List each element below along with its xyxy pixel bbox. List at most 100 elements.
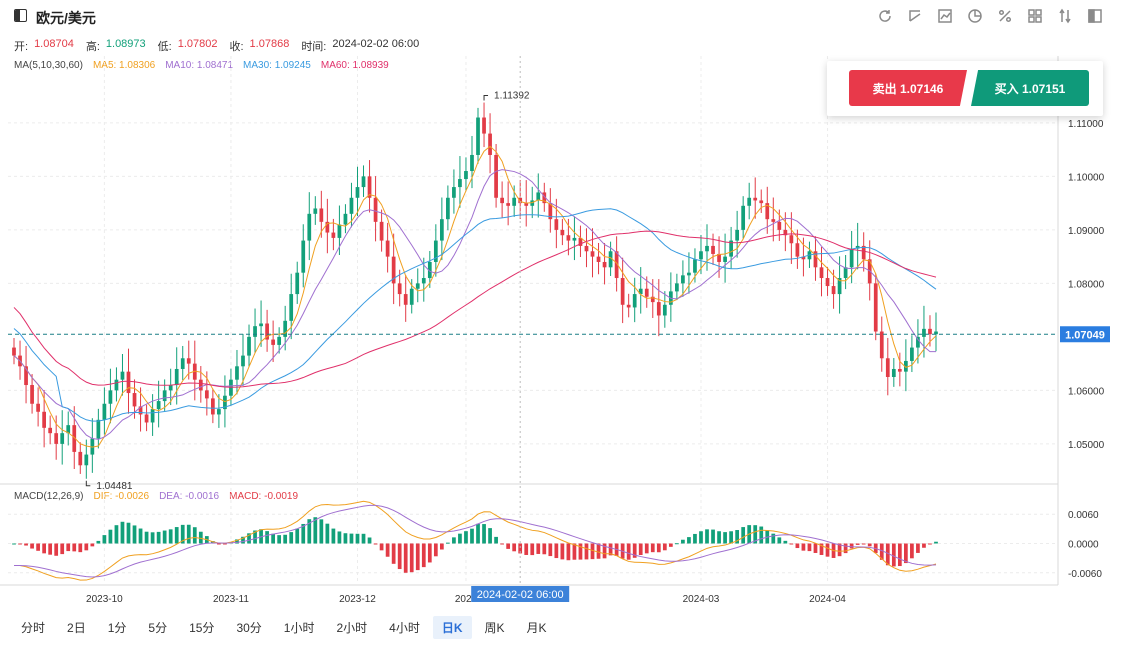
buy-button[interactable]: 买入 1.07151 (971, 70, 1089, 106)
open-value: 1.08704 (34, 38, 74, 50)
macd-bar (825, 543, 830, 557)
macd-bar (626, 543, 631, 560)
candle-body (427, 261, 432, 279)
ohlc-readout: 开: 1.08704 高: 1.08973 低: 1.07802 收: 1.07… (14, 38, 419, 54)
crosshair-date-label: 2024-02-02 06:00 (477, 589, 564, 601)
refresh-icon[interactable] (870, 6, 900, 26)
chart-type-icon[interactable] (930, 6, 960, 26)
macd-bar (632, 543, 637, 558)
macd-bar (186, 524, 191, 544)
period-tab[interactable]: 月K (526, 621, 547, 635)
macd-bar (235, 539, 239, 544)
macd-bar (144, 531, 149, 544)
period-tab[interactable]: 分时 (21, 621, 46, 635)
candle-body (928, 328, 932, 335)
candle-body (421, 278, 426, 284)
candle-body (819, 267, 824, 279)
layout-icon[interactable] (1020, 6, 1050, 26)
ma-legend: MA(5,10,30,60) MA5: 1.08306 MA10: 1.0847… (14, 60, 389, 71)
period-tab[interactable]: 5分 (148, 621, 168, 635)
period-tab[interactable]: 2小时 (336, 621, 368, 635)
macd-bar (723, 532, 727, 544)
macd-bar (650, 543, 655, 553)
macd-bar (590, 543, 595, 560)
candle-body (843, 267, 848, 279)
macd-bar (241, 536, 245, 544)
macd-bar (602, 543, 607, 559)
candle-body (922, 328, 926, 337)
macd-bar (795, 543, 800, 549)
current-price-tag (1060, 326, 1110, 343)
macd-bar (662, 543, 667, 551)
candle-body (349, 197, 354, 214)
candle-body (223, 395, 227, 410)
period-tab[interactable]: 15分 (189, 621, 215, 635)
macd-bar (705, 529, 709, 544)
candle-body (186, 358, 191, 364)
macd-bar (518, 543, 523, 554)
macd-bar (108, 529, 113, 544)
macd-bar (867, 543, 872, 547)
macd-bar (681, 539, 685, 544)
candle-body (373, 197, 378, 222)
candle-body (524, 203, 529, 206)
macd-bar (777, 537, 782, 544)
macd-bar (66, 543, 71, 552)
candle-body (891, 368, 896, 377)
macd-bar (367, 537, 372, 544)
sell-button[interactable]: 卖出 1.07146 (849, 70, 967, 106)
period-tab[interactable]: 1小时 (283, 621, 315, 635)
macd-bar (361, 533, 366, 544)
candle-body (391, 256, 396, 284)
close-label: 收: (229, 41, 244, 53)
macd-bar (735, 530, 740, 544)
dea-line (13, 504, 937, 578)
macd-bar (138, 528, 143, 544)
period-tab[interactable]: 日K (432, 616, 472, 639)
macd-bar (102, 535, 107, 544)
candle-body (783, 229, 788, 236)
candle-body (283, 320, 288, 337)
period-tab[interactable]: 4小时 (389, 621, 420, 635)
period-selector: 分时 2日 1分 5分 15分 30分 1小时 2小时 4小时 日K 周K 月K (12, 616, 560, 639)
dea-value: DEA: -0.0016 (159, 491, 220, 502)
candle-body (439, 219, 444, 241)
macd-bar (928, 543, 932, 545)
macd-legend: MACD(12,26,9) DIF: -0.0026 DEA: -0.0016 … (14, 491, 298, 502)
candle-body (259, 323, 263, 327)
candle-body (337, 224, 342, 238)
macd-bar (132, 525, 137, 544)
period-tab[interactable]: 周K (484, 621, 505, 635)
macd-bar (458, 533, 462, 544)
candle-body (729, 240, 733, 257)
macd-bar (277, 535, 282, 544)
draw-icon[interactable] (900, 6, 930, 26)
candle-body (699, 251, 703, 260)
candle-body (554, 219, 559, 230)
candle-body (620, 278, 625, 305)
period-tab[interactable]: 30分 (236, 621, 262, 635)
compare-icon[interactable] (1050, 6, 1080, 26)
pie-icon[interactable] (960, 6, 990, 26)
macd-bar (343, 533, 348, 544)
macd-bar (819, 543, 824, 555)
period-tab[interactable]: 1分 (107, 621, 127, 635)
candle-body (934, 331, 938, 335)
candle-body (174, 368, 179, 386)
sidebar-toggle-icon[interactable] (14, 9, 27, 22)
candle-body (831, 286, 836, 295)
candle-body (638, 288, 643, 295)
macd-bar (566, 543, 571, 561)
candle-body (102, 403, 107, 420)
macd-bar (482, 524, 486, 544)
candle-body (277, 336, 282, 345)
fullscreen-icon[interactable] (1080, 6, 1110, 26)
macd-bar (78, 543, 83, 553)
percent-icon[interactable] (990, 6, 1020, 26)
candle-body (409, 288, 414, 305)
period-tab[interactable]: 2日 (67, 621, 86, 635)
ma30-value: MA30: 1.09245 (243, 60, 311, 71)
candle-body (837, 278, 842, 295)
macd-bar (879, 543, 884, 560)
